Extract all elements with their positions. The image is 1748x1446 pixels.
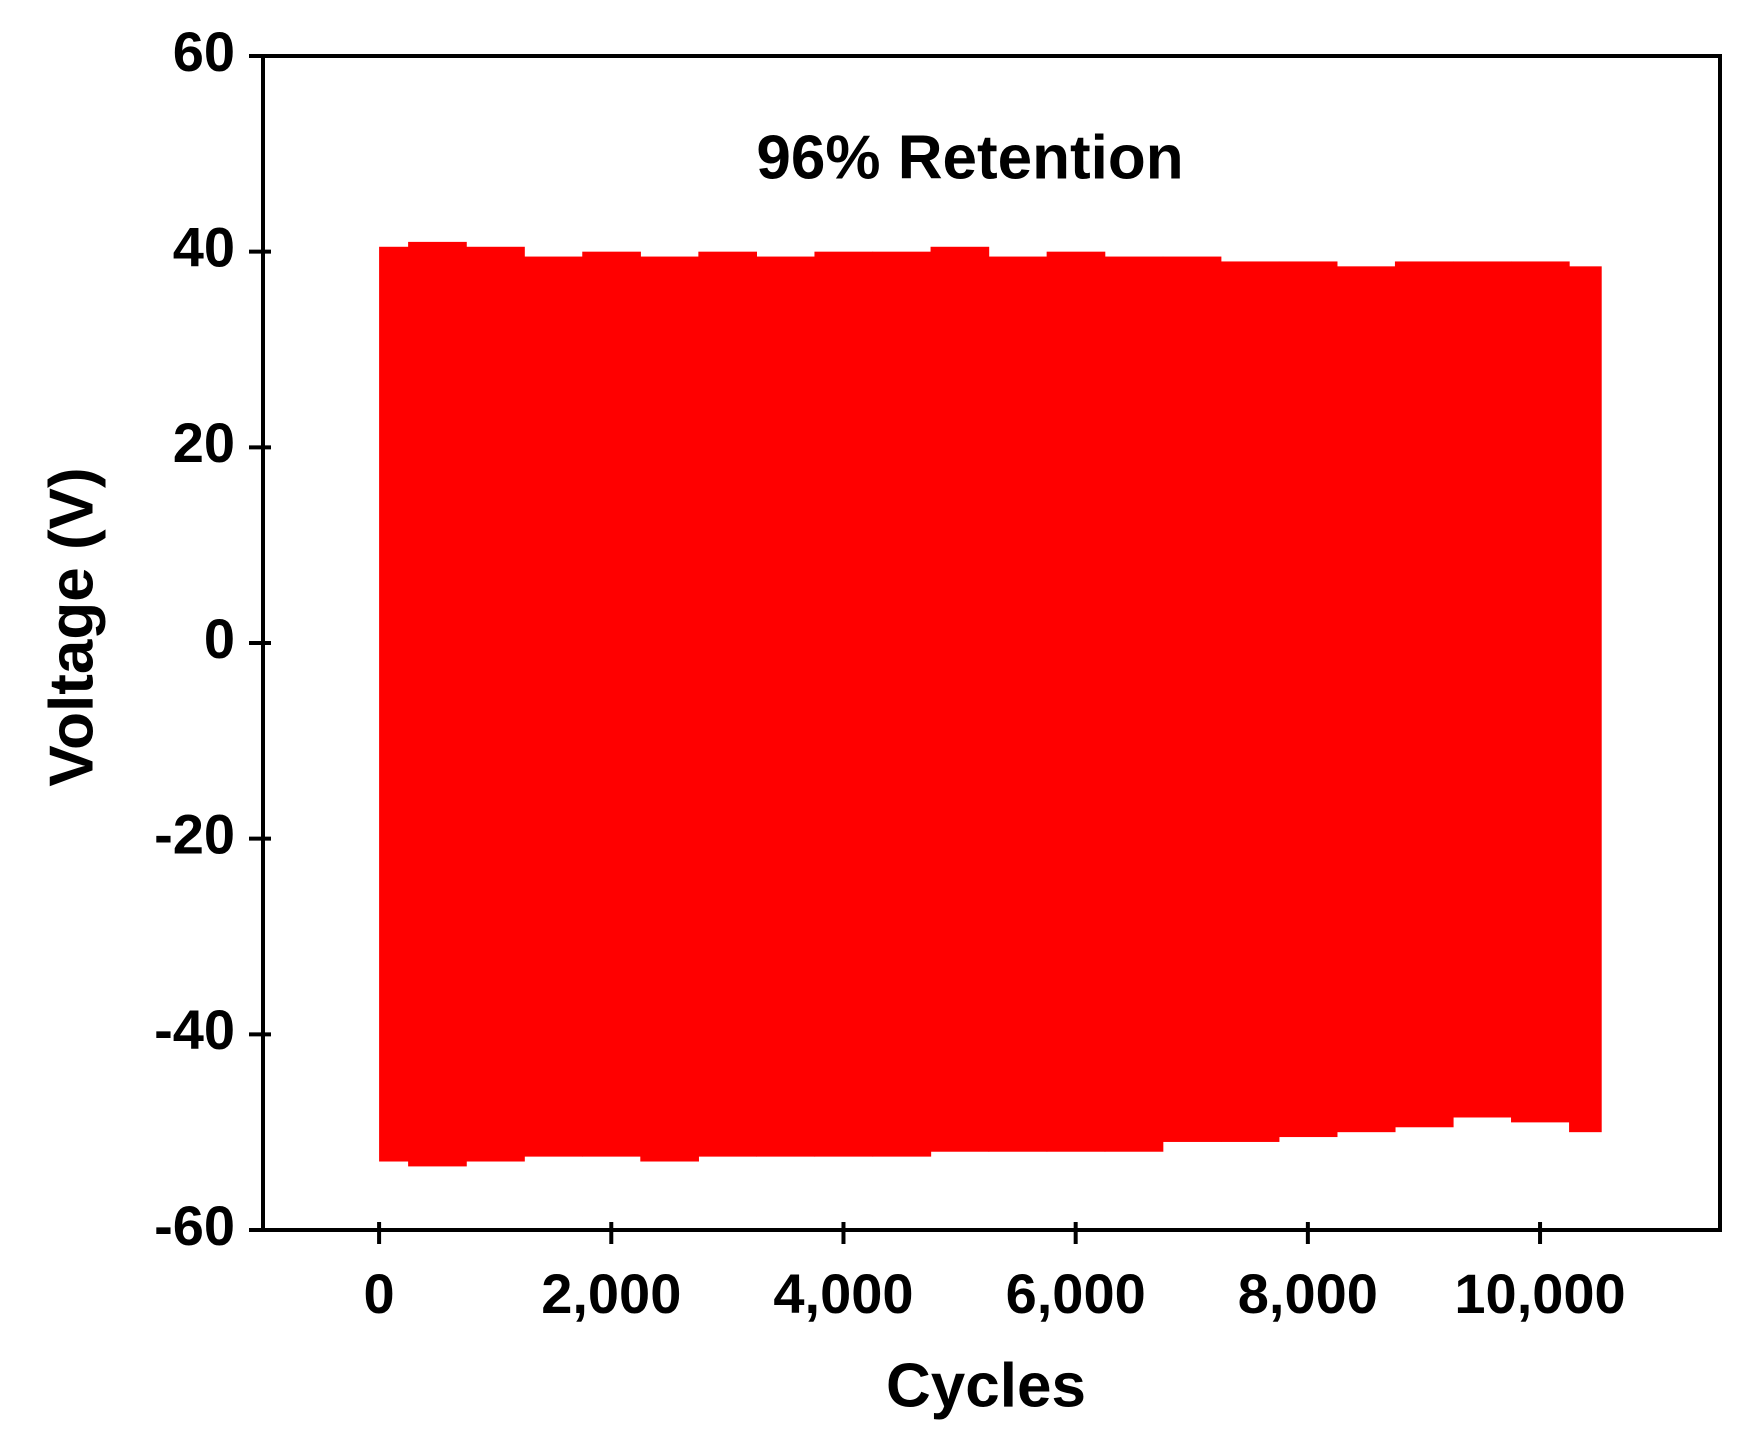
signal-band bbox=[1162, 256, 1222, 1142]
signal-band bbox=[698, 251, 758, 1157]
x-tick-label: 0 bbox=[364, 1262, 395, 1325]
signal-band bbox=[1220, 261, 1280, 1142]
plot-frame bbox=[261, 54, 1722, 1232]
signal-band bbox=[1046, 251, 1106, 1152]
signal-band bbox=[1511, 261, 1570, 1123]
x-tick-label: 10,000 bbox=[1454, 1262, 1625, 1325]
signal-band bbox=[640, 256, 699, 1162]
x-axis-title: Cycles bbox=[886, 1351, 1086, 1420]
signal-band bbox=[872, 251, 932, 1157]
signal-band bbox=[930, 246, 990, 1152]
signal-band bbox=[408, 241, 467, 1167]
y-tick-label: -60 bbox=[154, 1194, 235, 1257]
signal-band bbox=[756, 256, 816, 1157]
signal-band bbox=[1336, 266, 1396, 1133]
x-tick-label: 6,000 bbox=[1006, 1262, 1146, 1325]
y-tick-label: 40 bbox=[173, 215, 235, 278]
signal-band bbox=[1104, 256, 1164, 1152]
signal-band bbox=[1452, 261, 1512, 1118]
signal-band bbox=[1569, 266, 1602, 1133]
signal-band bbox=[814, 251, 874, 1157]
x-tick-label: 4,000 bbox=[773, 1262, 913, 1325]
y-tick-label: 0 bbox=[204, 607, 235, 670]
y-tick-label: -40 bbox=[154, 998, 235, 1061]
y-tick-label: -20 bbox=[154, 802, 235, 865]
y-tick-label: 60 bbox=[173, 20, 235, 83]
y-tick-label: 20 bbox=[173, 411, 235, 474]
x-tick-label: 2,000 bbox=[541, 1262, 681, 1325]
signal-band bbox=[988, 256, 1048, 1152]
x-tick-label: 8,000 bbox=[1238, 1262, 1378, 1325]
annotation: 96% Retention bbox=[756, 123, 1183, 192]
signal-band bbox=[1278, 261, 1338, 1138]
signal-band bbox=[1394, 261, 1454, 1128]
signal-band bbox=[524, 256, 583, 1157]
signal-band bbox=[379, 246, 409, 1162]
signal-band bbox=[582, 251, 641, 1157]
signal-band bbox=[466, 246, 525, 1162]
y-axis-title: Voltage (V) bbox=[37, 467, 106, 786]
